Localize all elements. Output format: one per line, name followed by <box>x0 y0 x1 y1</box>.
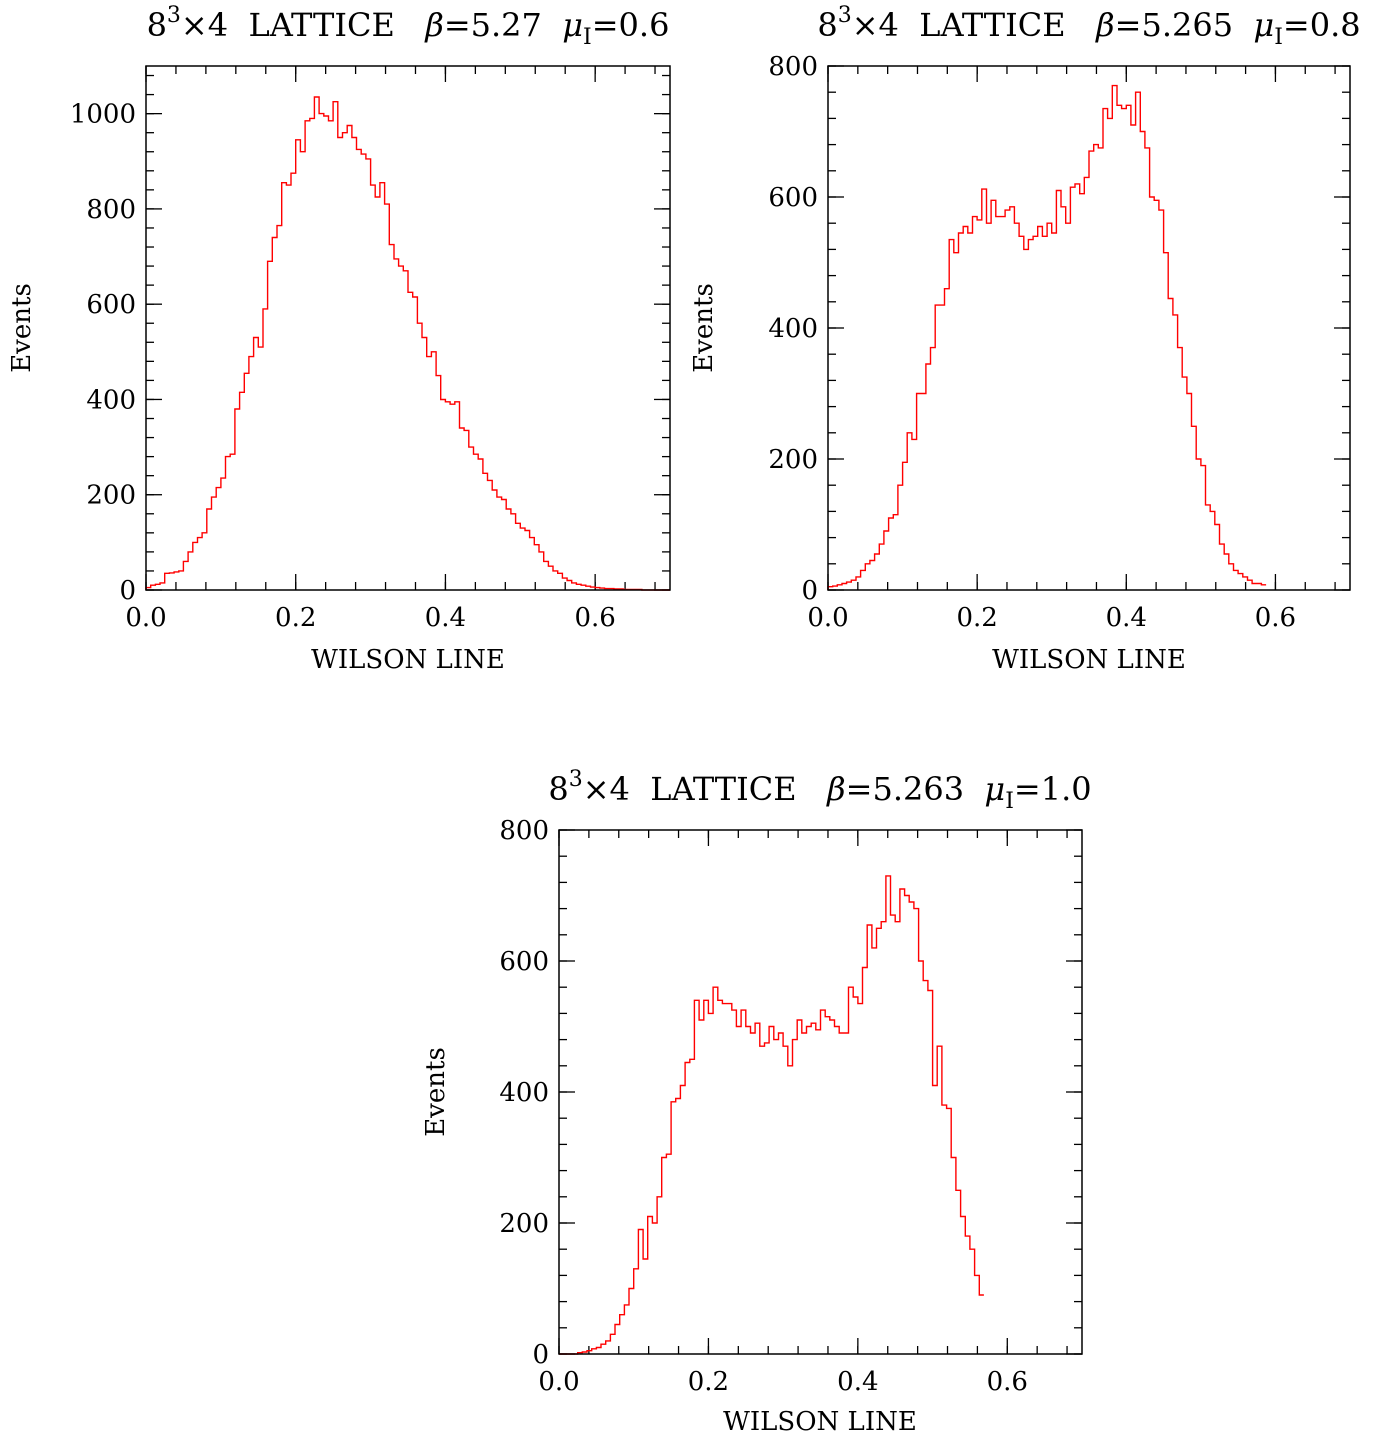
y-tick-label: 400 <box>86 385 136 415</box>
x-tick-label: 0.0 <box>125 603 166 633</box>
y-tick-label: 400 <box>768 314 818 344</box>
y-tick-label: 800 <box>86 195 136 225</box>
y-tick-label: 400 <box>499 1078 549 1108</box>
x-tick-label: 0.4 <box>425 603 466 633</box>
x-tick-labels: 0.0 0.2 0.4 0.6 <box>807 603 1296 633</box>
histogram-series <box>827 84 1267 590</box>
chart-panel-1: 83×4 LATTICE β=5.27 μI=0.6 0 200 400 600 800… <box>7 3 671 675</box>
y-axis-label: Events <box>7 283 37 373</box>
axis-ticks <box>558 829 1082 1355</box>
y-axis-label: Events <box>689 283 719 373</box>
chart-title: 83×4 LATTICE β=5.27 μI=0.6 <box>147 3 670 50</box>
y-axis-label: Events <box>421 1047 451 1137</box>
y-tick-label: 200 <box>768 445 818 475</box>
chart-title: 83×4 LATTICE β=5.265 μI=0.8 <box>817 3 1360 50</box>
x-tick-label: 0.0 <box>807 603 848 633</box>
axis-ticks <box>827 65 1350 591</box>
y-tick-label: 0 <box>119 576 136 606</box>
x-tick-label: 0.2 <box>688 1367 729 1397</box>
chart-panel-2: 83×4 LATTICE β=5.265 μI=0.8 0 200 400 600 80… <box>689 3 1361 675</box>
y-tick-label: 600 <box>499 947 549 977</box>
x-tick-label: 0.4 <box>837 1367 878 1397</box>
x-tick-label: 0.4 <box>1106 603 1147 633</box>
x-tick-label: 0.2 <box>275 603 316 633</box>
histogram-series <box>145 96 670 591</box>
y-tick-labels: 0 200 400 600 800 <box>768 52 818 606</box>
chart-panel-3: 83×4 LATTICE β=5.263 μI=1.0 0 200 400 600 80… <box>421 767 1092 1437</box>
histogram-series <box>559 875 984 1355</box>
y-tick-label: 800 <box>499 816 549 846</box>
x-tick-label: 0.2 <box>956 603 997 633</box>
y-tick-label: 200 <box>499 1209 549 1239</box>
y-tick-label: 800 <box>768 52 818 82</box>
y-tick-label: 600 <box>86 290 136 320</box>
x-tick-label: 0.6 <box>574 603 615 633</box>
x-axis-label: WILSON LINE <box>723 1407 917 1437</box>
y-tick-label: 0 <box>801 576 818 606</box>
x-axis-label: WILSON LINE <box>311 645 505 675</box>
plot-frame <box>558 829 1083 1355</box>
y-tick-labels: 0 200 400 600 800 1000 <box>70 100 136 606</box>
x-tick-label: 0.0 <box>538 1367 579 1397</box>
y-tick-label: 0 <box>532 1340 549 1370</box>
plot-frame <box>827 65 1351 591</box>
axis-ticks <box>145 66 670 591</box>
y-tick-label: 200 <box>86 481 136 511</box>
chart-title: 83×4 LATTICE β=5.263 μI=1.0 <box>548 767 1091 814</box>
y-tick-label: 600 <box>768 183 818 213</box>
plot-frame <box>145 65 671 591</box>
y-tick-label: 1000 <box>70 100 136 130</box>
x-tick-labels: 0.0 0.2 0.4 0.6 <box>538 1367 1028 1397</box>
x-tick-labels: 0.0 0.2 0.4 0.6 <box>125 603 616 633</box>
x-axis-label: WILSON LINE <box>992 645 1186 675</box>
x-tick-label: 0.6 <box>1255 603 1296 633</box>
x-tick-label: 0.6 <box>987 1367 1028 1397</box>
y-tick-labels: 0 200 400 600 800 <box>499 816 549 1370</box>
